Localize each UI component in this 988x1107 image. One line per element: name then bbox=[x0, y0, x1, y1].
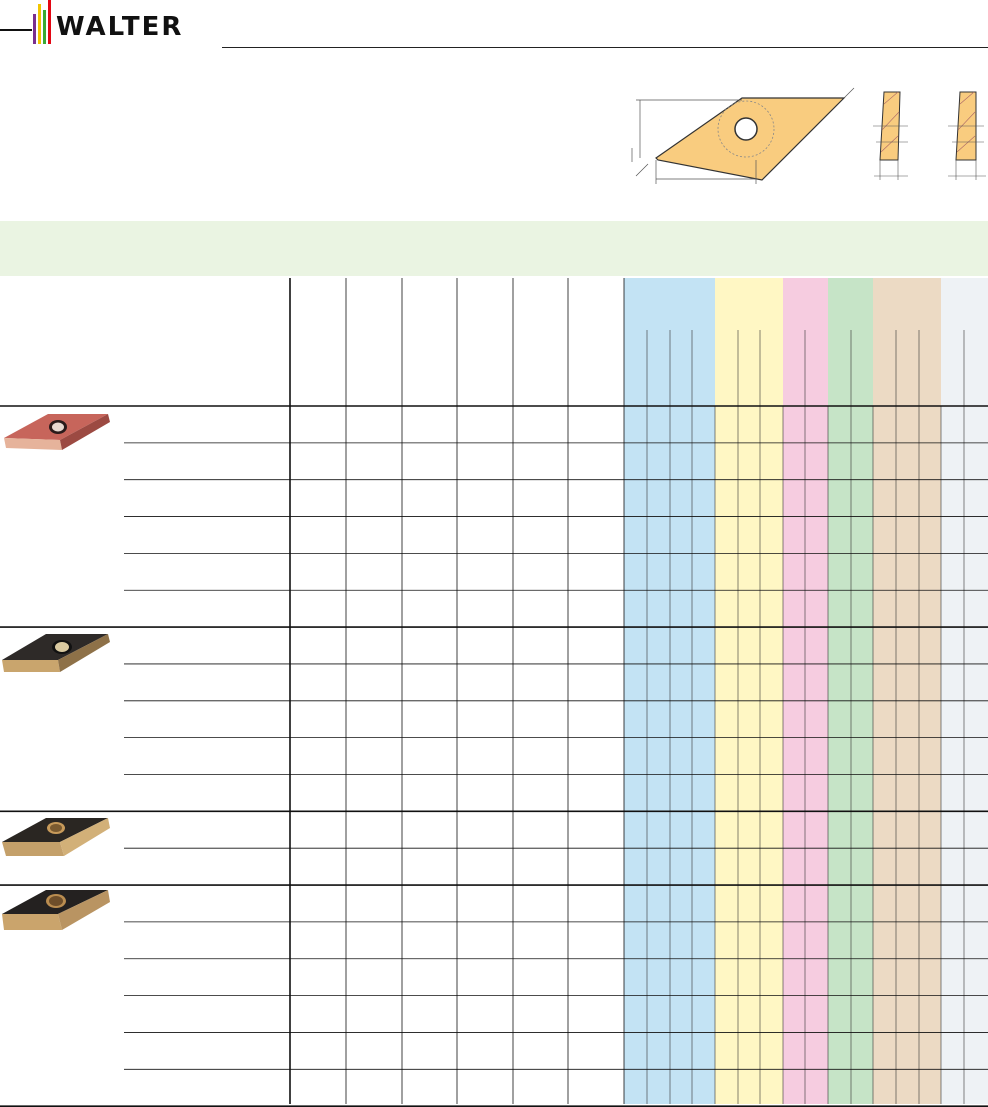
table-title-band bbox=[0, 221, 988, 276]
header-rule bbox=[222, 47, 988, 48]
material-group-column bbox=[873, 278, 941, 1104]
material-group-column bbox=[941, 278, 988, 1104]
black-gold-insert-photo bbox=[2, 818, 110, 856]
material-group-column bbox=[783, 278, 828, 1104]
insert-top-view-drawing bbox=[631, 87, 855, 184]
black-gold-large-insert-photo bbox=[2, 890, 110, 930]
insert-section-view-drawing bbox=[873, 91, 986, 180]
pvd-coated-insert-photo bbox=[4, 414, 110, 450]
insert-table-grid bbox=[0, 278, 988, 1107]
walter-logo: WALTER bbox=[0, 0, 210, 50]
material-group-column bbox=[624, 278, 715, 1104]
brand-name: WALTER bbox=[56, 12, 184, 42]
insert-technical-drawing bbox=[631, 87, 986, 184]
logo-mark-icon bbox=[0, 0, 51, 44]
black-coated-insert-photo bbox=[2, 634, 110, 672]
material-group-column bbox=[828, 278, 873, 1104]
material-group-column bbox=[715, 278, 783, 1104]
